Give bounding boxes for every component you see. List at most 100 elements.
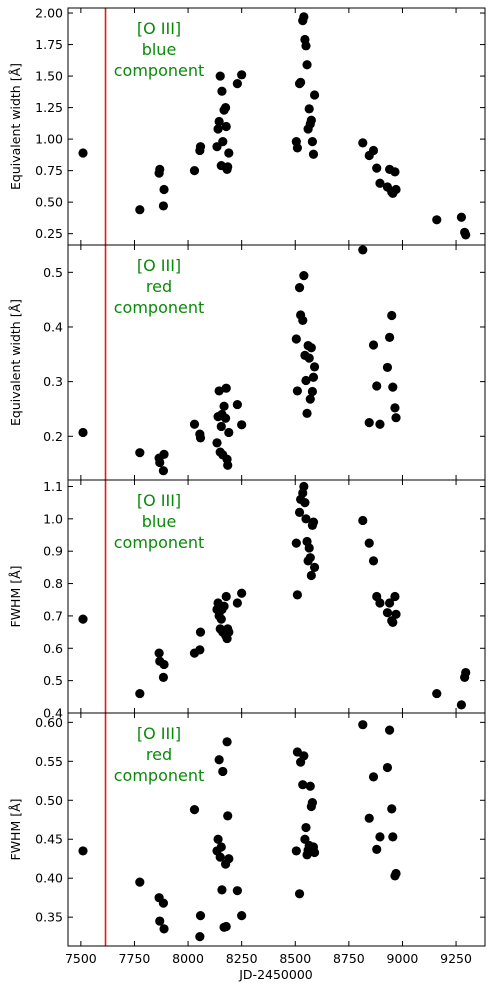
data-point — [301, 41, 311, 51]
data-point — [159, 184, 169, 195]
data-point — [299, 481, 309, 492]
data-point — [308, 517, 319, 527]
y-tick-label: 1.25 — [35, 100, 63, 115]
data-point — [78, 148, 88, 158]
data-point — [372, 163, 382, 173]
data-point — [298, 315, 308, 326]
data-point — [195, 433, 206, 443]
data-point — [301, 822, 311, 833]
data-point — [189, 166, 200, 176]
data-point — [216, 614, 226, 624]
data-point — [309, 90, 320, 100]
data-point — [292, 143, 302, 153]
data-point — [306, 115, 316, 125]
data-point — [375, 598, 385, 608]
y-tick-label: 0.55 — [35, 754, 63, 769]
data-point — [390, 167, 400, 177]
data-point — [382, 608, 393, 618]
data-point — [384, 725, 395, 735]
data-point — [218, 766, 228, 777]
data-point — [219, 601, 229, 611]
panel-annotation-line: [O III] — [137, 724, 181, 743]
data-point — [215, 71, 225, 81]
data-point — [304, 543, 314, 553]
data-point — [222, 737, 232, 747]
data-point — [307, 386, 318, 397]
y-tick-label: 0.40 — [35, 871, 63, 886]
data-point — [158, 898, 169, 908]
data-point — [388, 832, 398, 842]
data-point — [309, 362, 320, 372]
data-point — [221, 383, 231, 393]
x-tick-label: 7750 — [119, 951, 151, 966]
data-point — [232, 886, 242, 896]
data-point — [158, 672, 169, 683]
data-point — [456, 212, 467, 222]
data-point — [195, 911, 206, 921]
data-point — [159, 924, 169, 934]
data-point — [216, 421, 226, 432]
y-tick-label: 0.35 — [35, 910, 63, 925]
data-point — [308, 149, 319, 159]
data-point — [217, 885, 227, 895]
panel-annotation-line: [O III] — [137, 491, 181, 510]
panel-annotation-line: blue — [142, 40, 177, 59]
data-point — [221, 921, 231, 932]
data-point — [135, 205, 145, 215]
y-tick-label: 0.5 — [43, 673, 63, 688]
data-point — [78, 846, 88, 856]
data-point — [368, 340, 379, 350]
x-tick-label: 8000 — [172, 951, 204, 966]
data-point — [294, 507, 305, 517]
panel-annotation-line: component — [114, 61, 205, 80]
data-point — [135, 877, 145, 887]
data-point — [305, 394, 315, 404]
data-point — [195, 932, 205, 942]
data-point — [388, 617, 398, 627]
data-point — [78, 427, 88, 438]
x-tick-label: 9000 — [387, 951, 419, 966]
panel-annotation-line: component — [114, 766, 205, 785]
data-point — [154, 648, 164, 658]
data-point — [387, 804, 397, 814]
data-point — [232, 79, 242, 89]
data-point — [155, 457, 165, 468]
y-tick-label: 0.45 — [35, 832, 63, 847]
x-tick-label: 7500 — [65, 951, 97, 966]
data-point — [294, 283, 305, 293]
data-point — [301, 375, 311, 386]
data-point — [214, 386, 224, 396]
data-point — [306, 570, 316, 581]
panel-annotation-line: blue — [142, 512, 177, 531]
data-point — [302, 60, 312, 70]
data-point — [307, 137, 318, 147]
data-point — [300, 498, 310, 508]
data-point — [299, 271, 309, 281]
data-point — [237, 420, 247, 430]
data-point — [214, 116, 224, 127]
data-point — [237, 588, 247, 598]
data-point — [189, 805, 200, 815]
data-point — [368, 556, 379, 566]
data-point — [135, 688, 145, 699]
data-point — [391, 184, 401, 195]
data-point — [195, 645, 205, 655]
data-point — [305, 781, 315, 791]
data-point — [78, 614, 88, 624]
panel-annotation-line: red — [146, 277, 172, 296]
data-point — [232, 598, 242, 608]
y-tick-label: 1.00 — [35, 132, 63, 147]
data-point — [155, 916, 165, 926]
panel-annotation-line: component — [114, 298, 205, 317]
data-point — [301, 514, 311, 524]
data-point — [358, 245, 368, 255]
data-point — [223, 162, 233, 172]
data-point — [224, 427, 234, 438]
data-point — [189, 419, 200, 429]
panel-3: 0.4 0.5 0.6 0.7 0.8 0.9 1.0 1.1 FWHM [Å] [O III] b… — [8, 479, 486, 721]
y-tick-label: 0.60 — [35, 715, 63, 730]
data-point — [461, 230, 471, 240]
data-point — [309, 847, 320, 858]
